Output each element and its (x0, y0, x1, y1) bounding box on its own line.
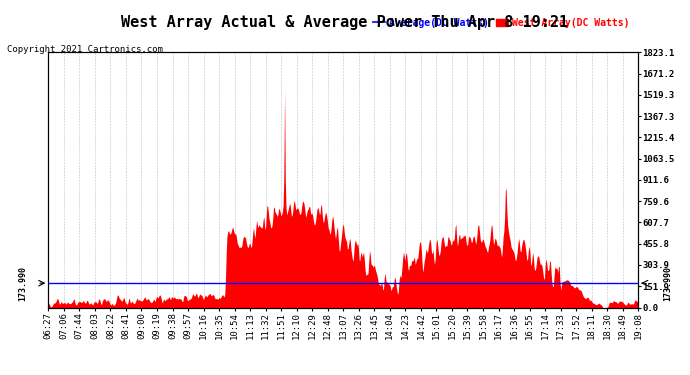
Text: West Array Actual & Average Power Thu Apr 8 19:21: West Array Actual & Average Power Thu Ap… (121, 15, 569, 30)
Legend: Average(DC Watts), West Array(DC Watts): Average(DC Watts), West Array(DC Watts) (369, 14, 633, 32)
Text: 173.990: 173.990 (663, 266, 673, 301)
Text: Copyright 2021 Cartronics.com: Copyright 2021 Cartronics.com (7, 45, 163, 54)
Text: 173.990: 173.990 (18, 266, 28, 301)
